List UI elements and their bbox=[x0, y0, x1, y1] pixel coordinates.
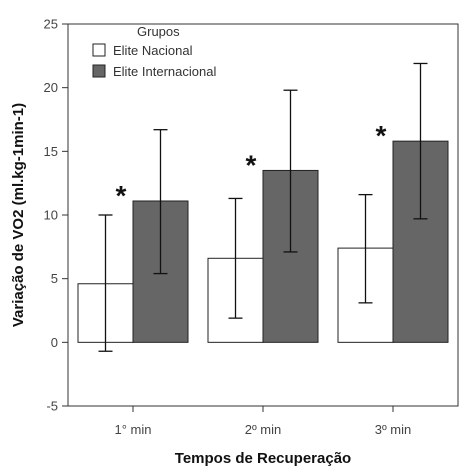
legend-label: Elite Nacional bbox=[113, 43, 193, 58]
x-tick-label: 2º min bbox=[245, 422, 282, 437]
y-tick-label: 0 bbox=[51, 335, 58, 350]
x-axis-title: Tempos de Recuperação bbox=[175, 450, 351, 467]
legend-title: Grupos bbox=[137, 24, 180, 39]
y-tick-label: 10 bbox=[44, 208, 58, 223]
bars bbox=[77, 140, 449, 343]
x-tick-label: 1° min bbox=[115, 422, 152, 437]
y-tick-label: 25 bbox=[44, 17, 58, 32]
legend-label: Elite Internacional bbox=[113, 64, 216, 79]
significance-mark: * bbox=[116, 180, 127, 211]
legend: Grupos Elite Nacional Elite Internacional bbox=[92, 24, 216, 79]
error-bars bbox=[98, 62, 428, 352]
significance-mark: * bbox=[246, 149, 257, 180]
y-tick-label: -5 bbox=[46, 399, 58, 414]
y-axis-title: Variação de VO2 (ml.kg-1min-1) bbox=[10, 103, 27, 327]
significance-marks: * * * bbox=[116, 120, 387, 211]
legend-swatch bbox=[92, 43, 106, 57]
significance-mark: * bbox=[376, 120, 387, 151]
y-tick-label: 15 bbox=[44, 144, 58, 159]
y-tick-label: 20 bbox=[44, 80, 58, 95]
x-tick-label: 3º min bbox=[375, 422, 412, 437]
y-tick-label: 5 bbox=[51, 271, 58, 286]
legend-swatch bbox=[92, 64, 106, 78]
axes: -5 0 5 10 15 20 25 1° min 2º min 3º min bbox=[44, 17, 459, 437]
